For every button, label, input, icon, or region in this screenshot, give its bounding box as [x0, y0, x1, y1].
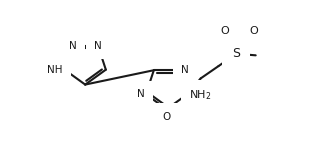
- Text: NH: NH: [47, 65, 62, 75]
- Text: NH$_2$: NH$_2$: [189, 88, 212, 102]
- Text: N: N: [94, 41, 102, 51]
- Text: O: O: [220, 26, 229, 36]
- Text: N: N: [181, 65, 189, 75]
- Text: O: O: [163, 112, 171, 121]
- Text: N: N: [69, 41, 76, 51]
- Text: S: S: [232, 47, 240, 60]
- Text: O: O: [249, 26, 258, 36]
- Text: N: N: [137, 89, 144, 99]
